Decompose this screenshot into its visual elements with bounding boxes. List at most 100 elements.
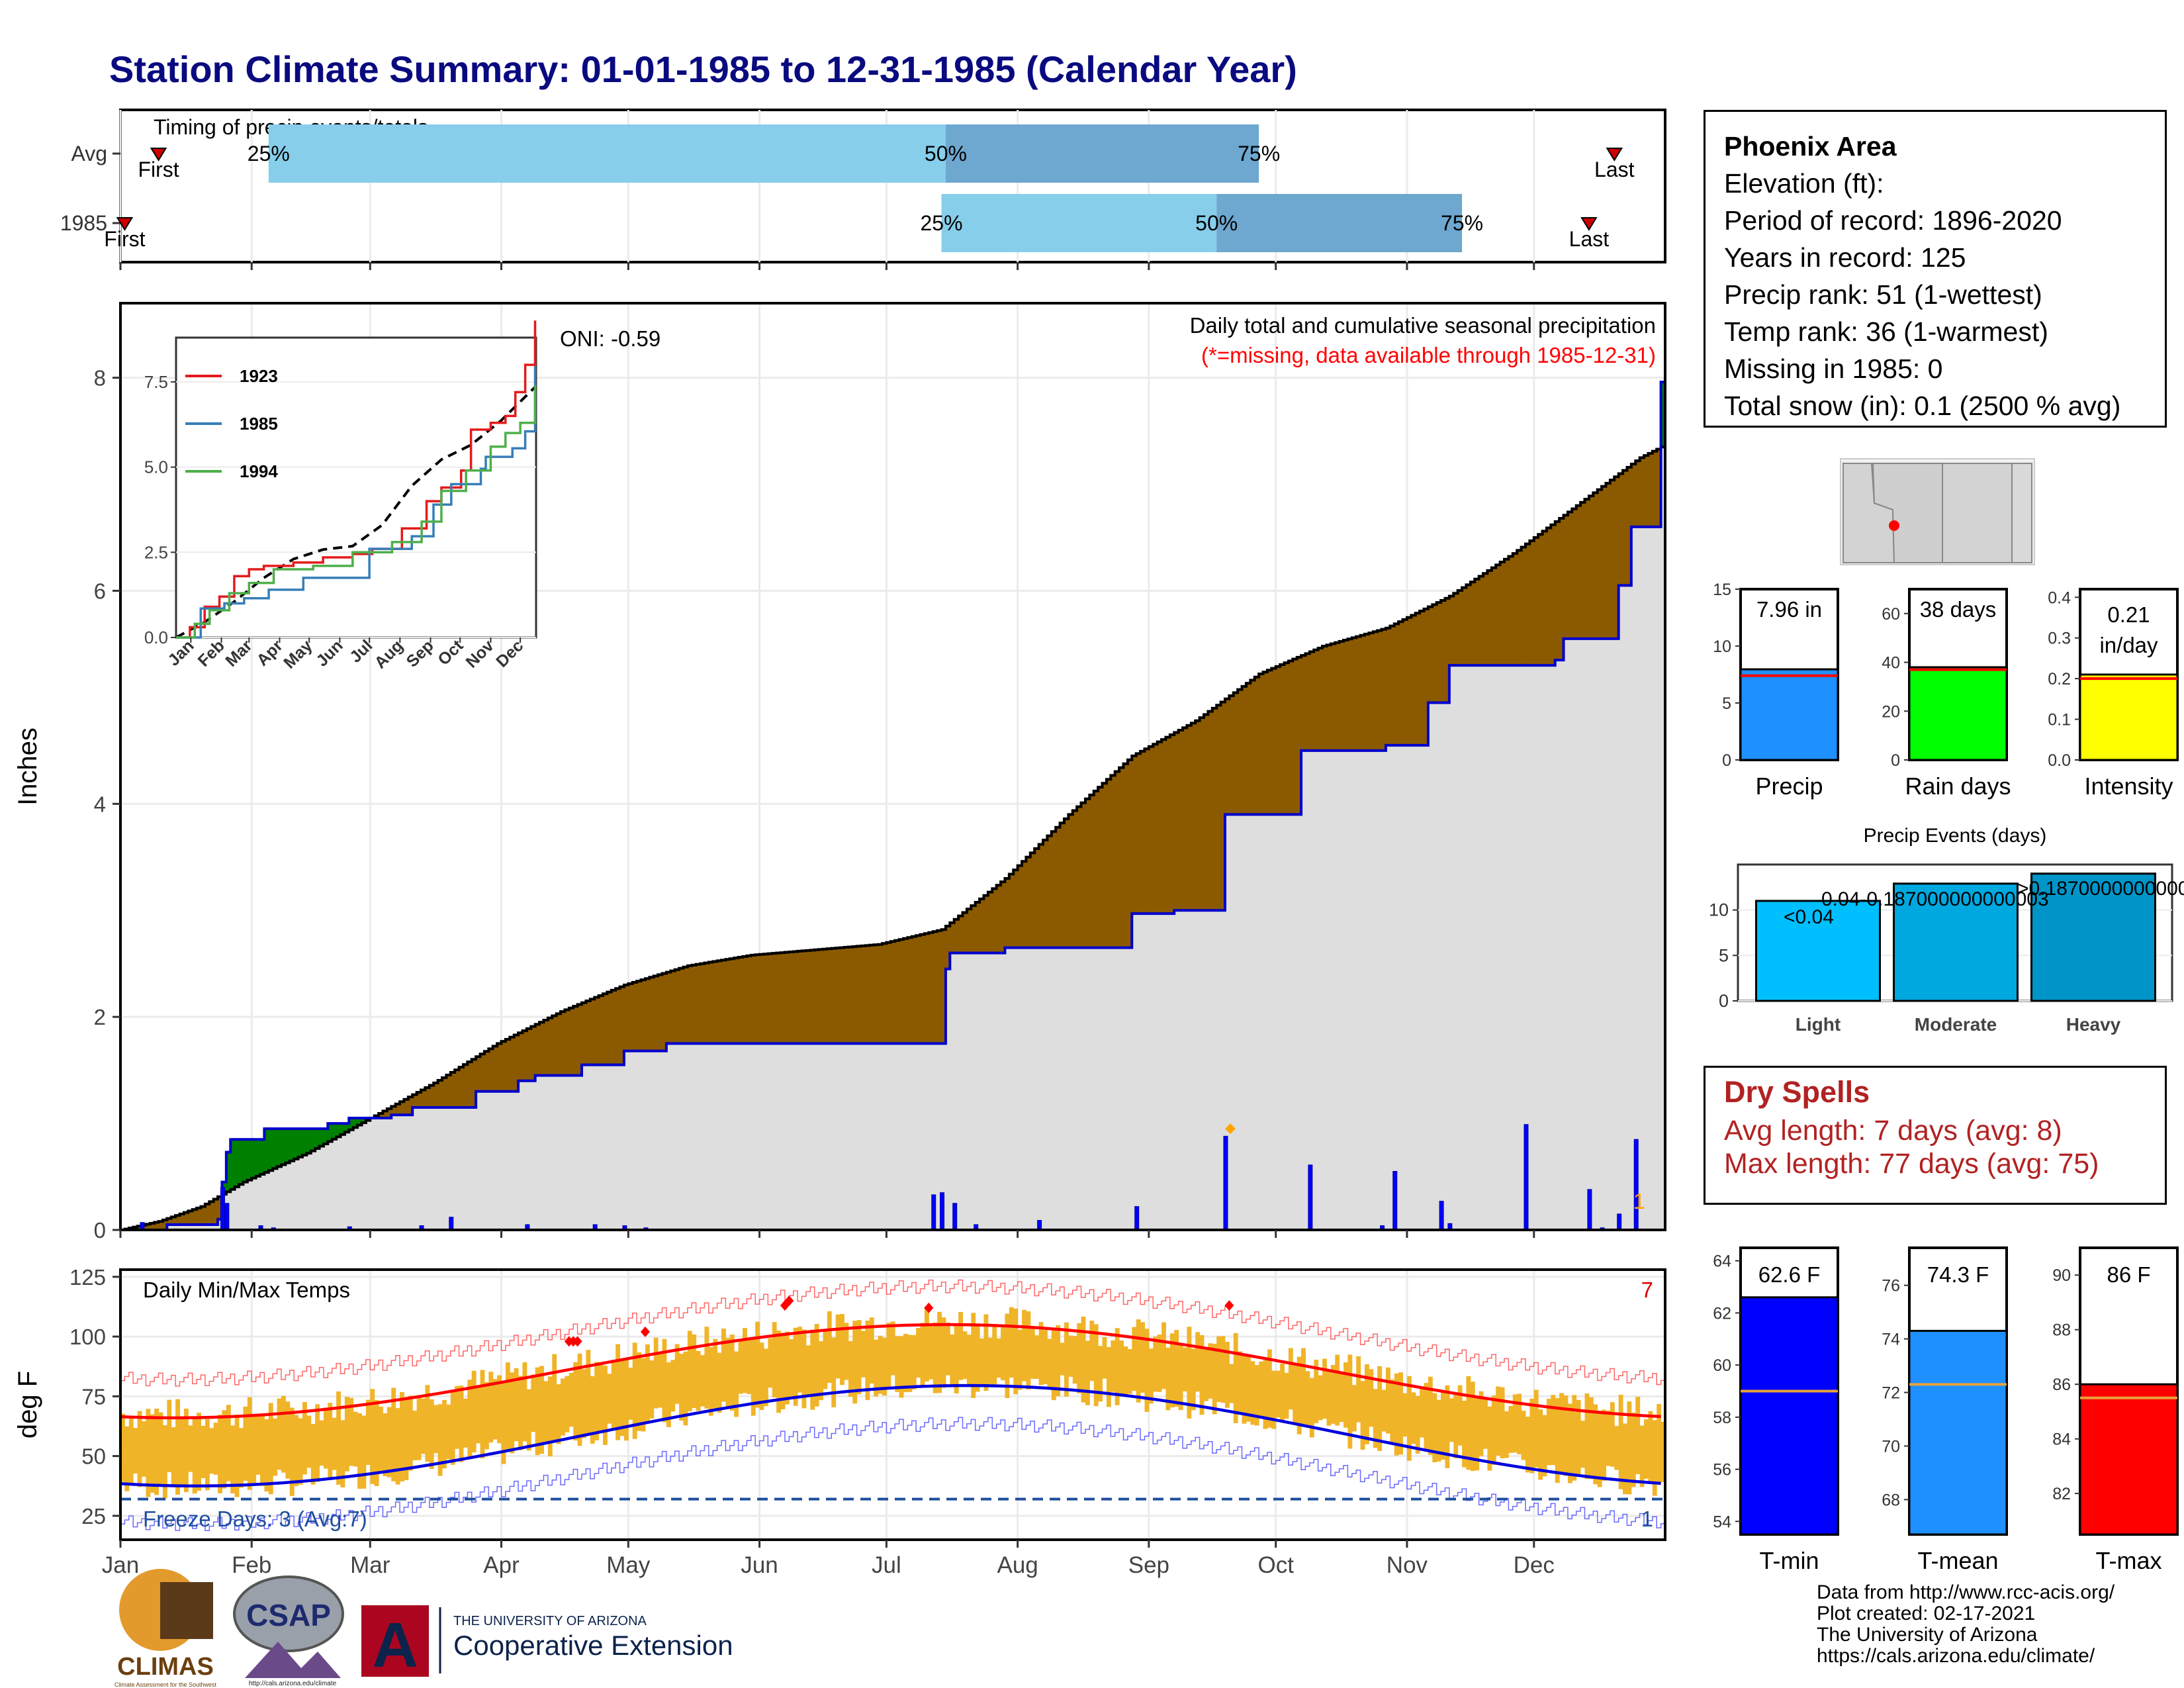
- daily-temp-range: [1546, 1399, 1551, 1466]
- x-tick-label: May: [606, 1552, 651, 1578]
- precip-departure-segment: [273, 1129, 278, 1169]
- precip-departure-segment: [1072, 810, 1077, 948]
- daily-temp-range: [1453, 1394, 1459, 1458]
- precip-departure-segment: [1022, 861, 1027, 948]
- daily-temp-range: [1136, 1319, 1141, 1403]
- daily-temp-range: [302, 1402, 307, 1475]
- precip-departure-segment: [492, 1046, 498, 1092]
- daily-temp-range: [1610, 1402, 1615, 1467]
- precip-departure-segment: [1420, 611, 1425, 745]
- precip-departure-segment: [840, 947, 845, 1044]
- precip-departure-segment: [1169, 735, 1175, 914]
- precip-departure-segment: [679, 968, 684, 1044]
- precip-departure-segment: [400, 1102, 405, 1115]
- daily-temp-range: [408, 1395, 413, 1471]
- precip-departure-segment: [1479, 576, 1484, 666]
- daily-temp-range: [1377, 1366, 1383, 1451]
- daily-temp-range: [1652, 1420, 1657, 1496]
- record-marker: [924, 1302, 934, 1313]
- precip-departure-segment: [1212, 708, 1217, 911]
- daily-temp-range: [598, 1364, 604, 1432]
- daily-temp-range: [1572, 1395, 1577, 1481]
- precip-departure-segment: [1432, 604, 1437, 703]
- daily-temp-range: [1445, 1385, 1450, 1468]
- daily-temp-range: [154, 1408, 159, 1495]
- daily-temp-range: [899, 1336, 904, 1398]
- gauge-label: Rain days: [1905, 773, 2011, 800]
- precip-departure-segment: [1301, 655, 1306, 751]
- daily-temp-range: [987, 1337, 993, 1386]
- precip-departure-segment: [878, 944, 883, 1044]
- temp-gauge-tick: 88: [2052, 1321, 2071, 1340]
- precip-departure-segment: [1466, 585, 1471, 666]
- precip-departure-segment: [819, 949, 824, 1044]
- daily-temp-range: [1457, 1385, 1463, 1446]
- precip-departure-segment: [446, 1075, 451, 1107]
- daily-temp-range: [602, 1365, 608, 1445]
- daily-temp-range: [277, 1398, 282, 1470]
- csap-logo-url: http://cals.arizona.edu/climate: [249, 1680, 337, 1687]
- daily-temp-range: [1144, 1329, 1150, 1412]
- daily-temp-range: [1191, 1348, 1196, 1411]
- precip-departure-segment: [945, 926, 950, 969]
- daily-temp-range: [1064, 1322, 1069, 1397]
- daily-temp-range: [679, 1354, 684, 1421]
- daily-temp-range: [1424, 1383, 1429, 1450]
- precip-departure-segment: [421, 1090, 426, 1107]
- precip-departure-segment: [1305, 653, 1310, 751]
- precip-departure-segment: [742, 956, 747, 1044]
- csap-logo-mountains: [245, 1642, 341, 1678]
- precip-departure-segment: [1551, 524, 1556, 666]
- daily-temp-range: [1428, 1376, 1433, 1455]
- precip-departure-segment: [1102, 783, 1107, 948]
- daily-temp-range: [882, 1337, 887, 1396]
- x-tick-label: Jul: [872, 1552, 901, 1578]
- temp-gauge-tick: 76: [1882, 1277, 1900, 1295]
- daily-temp-range: [543, 1381, 549, 1443]
- info-line: Years in record: 125: [1724, 242, 1966, 273]
- daily-temp-range: [1343, 1362, 1348, 1428]
- gauge-label: Precip: [1755, 773, 1823, 800]
- precip-departure-segment: [294, 1129, 299, 1159]
- daily-temp-range: [1068, 1335, 1073, 1377]
- precip-departure-segment: [1377, 630, 1383, 751]
- precip-departure-segment: [1385, 628, 1390, 745]
- daily-temp-range: [1174, 1330, 1179, 1407]
- daily-temp-range: [586, 1350, 591, 1433]
- precip-departure-segment: [547, 1017, 553, 1076]
- precip-departure-segment: [171, 1217, 176, 1225]
- x-tick-label: Feb: [232, 1552, 271, 1578]
- precip-departure-segment: [1284, 663, 1289, 815]
- record-marker: [572, 1336, 582, 1347]
- daily-temp-range: [539, 1366, 544, 1454]
- daily-temp-range: [213, 1423, 218, 1475]
- daily-temp-range: [1051, 1329, 1056, 1401]
- daily-temp-range: [514, 1368, 519, 1442]
- daily-temp-range: [776, 1331, 782, 1413]
- precip-departure-segment: [162, 1219, 167, 1230]
- daily-temp-range: [895, 1336, 900, 1392]
- precip-departure-segment: [653, 976, 659, 1051]
- daily-temp-range: [641, 1358, 646, 1432]
- events-value-label: <0.04: [1784, 906, 1834, 928]
- daily-temp-range: [1644, 1419, 1649, 1479]
- precip-departure-segment: [183, 1212, 189, 1225]
- precip-departure-segment: [1043, 840, 1048, 948]
- record-min-line: [120, 1417, 1665, 1531]
- precip-departure-segment: [408, 1097, 413, 1115]
- daily-temp-range: [1504, 1411, 1509, 1458]
- precip-departure-segment: [958, 915, 964, 953]
- precip-departure-segment: [1475, 579, 1480, 666]
- precip-departure-segment: [1661, 382, 1666, 447]
- precip-departure-segment: [827, 949, 832, 1044]
- daily-temp-range: [653, 1337, 659, 1409]
- precip-departure-segment: [1449, 596, 1454, 666]
- precip-departure-segment: [1140, 751, 1146, 914]
- precip-departure-segment: [391, 1106, 396, 1115]
- daily-temp-range: [328, 1403, 333, 1480]
- daily-precip-bar: [1223, 1135, 1228, 1231]
- normal-min-line: [120, 1383, 1661, 1488]
- daily-temp-range: [1314, 1360, 1319, 1423]
- daily-temp-range: [1381, 1389, 1387, 1432]
- precip-departure-segment: [865, 945, 870, 1044]
